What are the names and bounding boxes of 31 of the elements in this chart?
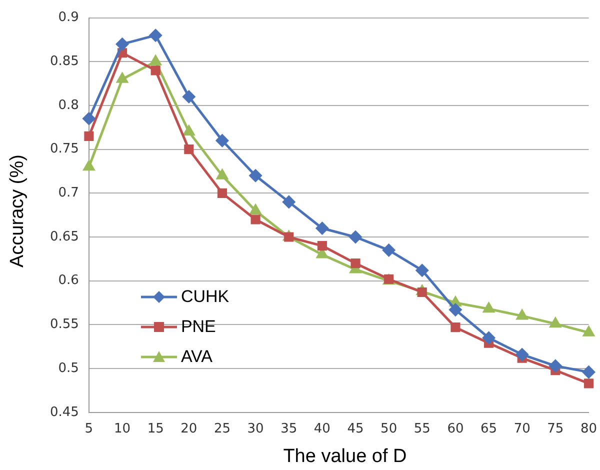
legend-label: CUHK — [180, 287, 230, 308]
x-tick-label: 70 — [514, 422, 530, 437]
y-tick-label: 0.5 — [58, 360, 79, 376]
y-tick-label: 0.65 — [50, 229, 79, 244]
y-tick-label: 0.7 — [58, 186, 79, 201]
y-axis-title: Accuracy (%) — [7, 154, 29, 270]
x-tick-label: 55 — [414, 422, 430, 437]
y-tick-label: 0.9 — [58, 10, 79, 26]
x-tick-label: 5 — [84, 422, 94, 437]
y-tick-label: 0.8 — [58, 98, 79, 113]
x-tick-label: 40 — [314, 422, 330, 437]
x-tick-label: 10 — [114, 422, 131, 437]
x-tick-label: 80 — [580, 422, 597, 437]
x-tick-label: 75 — [547, 422, 564, 437]
y-tick-label: 0.6 — [58, 273, 79, 288]
y-tick-label: 0.85 — [50, 54, 79, 70]
x-tick-label: 15 — [147, 422, 164, 437]
legend-label: AVA — [180, 347, 212, 368]
x-tick-label: 25 — [214, 422, 230, 437]
legend-label: PNE — [180, 317, 216, 338]
x-tick-label: 65 — [480, 422, 498, 437]
x-tick-label: 45 — [347, 422, 364, 437]
x-axis-title: The value of D — [282, 446, 408, 468]
x-tick-label: 30 — [247, 422, 264, 437]
y-tick-label: 0.75 — [50, 142, 79, 157]
x-tick-label: 50 — [380, 422, 398, 437]
x-tick-label: 20 — [180, 422, 198, 437]
y-tick-label: 0.45 — [50, 404, 79, 420]
x-tick-label: 60 — [447, 422, 464, 437]
y-tick-label: 0.55 — [50, 317, 79, 332]
x-tick-label: 35 — [280, 422, 298, 437]
